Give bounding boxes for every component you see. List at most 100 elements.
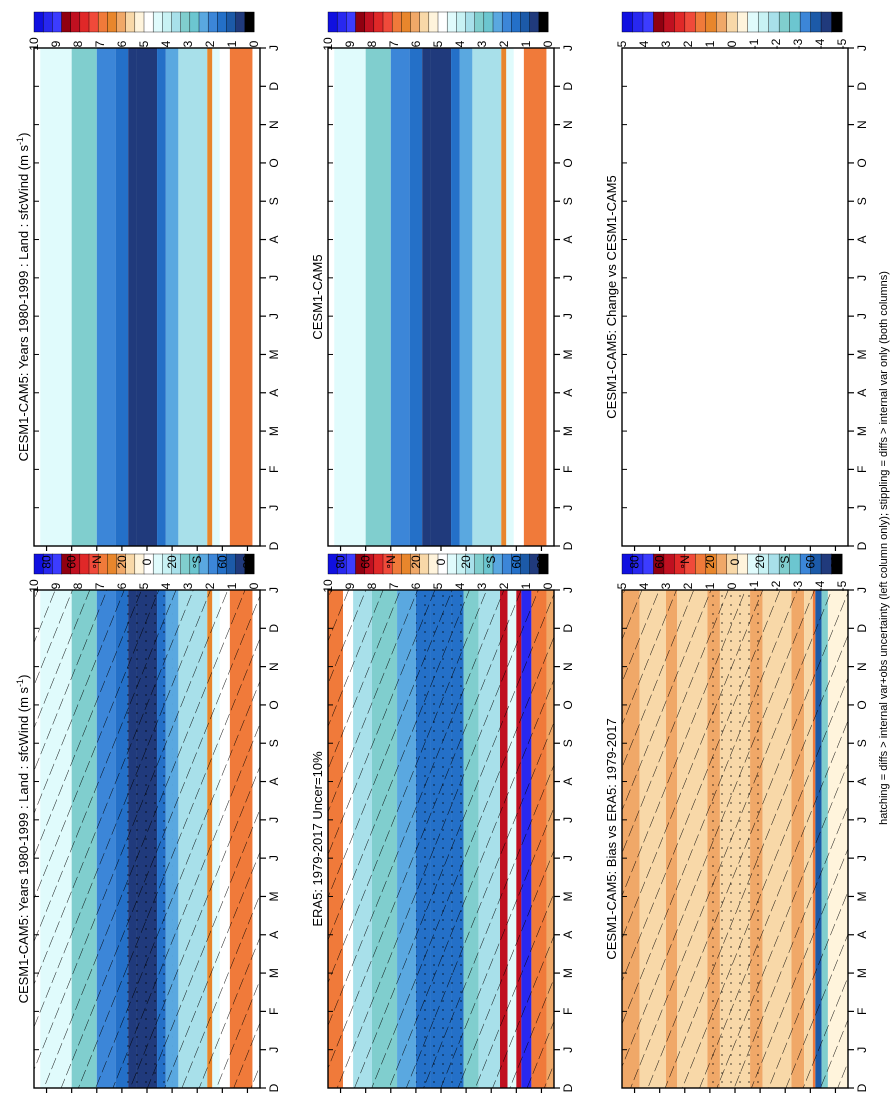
panel-title-end: ) [16,133,31,137]
colorbar-swatch [789,11,801,33]
colorbar-tick-label: 5 [431,582,445,589]
colorbar-tick-label: 9 [343,582,357,589]
colorbar-swatch [355,11,366,33]
colorbar-swatch [70,11,81,33]
colorbar-tick-label: 5 [615,40,629,47]
colorbar-swatch [364,11,375,33]
colorbar-swatch [831,11,843,33]
lat-tick-label: °N [384,555,398,568]
colorbar-tick-label: 3 [659,582,673,589]
colorbar-tick-label: 4 [453,582,467,589]
heat-band-2 [365,48,391,546]
lat-tick-label: 20 [753,555,767,569]
time-tick-label: J [855,505,869,511]
time-tick-label: M [855,426,869,436]
time-tick-label: N [855,120,869,129]
colorbar-tick-label: -4 [813,38,827,49]
colorbar-swatch [529,11,540,33]
colorbar-swatch [501,11,512,33]
colorbar-swatch [410,11,421,33]
colorbar-swatch [705,11,717,33]
colorbar-swatch [538,553,549,575]
panel-title-text: ERA5: 1979-2017 Uncer=10% [310,751,325,927]
panel-title: ERA5: 1979-2017 Uncer=10% [310,751,325,927]
heat-band-4 [409,48,423,546]
heat-band-14 [252,48,260,546]
colorbar-swatch [757,11,770,33]
colorbar-tick-label: -1 [747,580,761,591]
colorbar-swatch [207,11,218,33]
time-tick-label: J [855,817,869,823]
heat-band-13 [523,48,547,546]
lat-tick-label: 60 [509,555,523,569]
panel-title: CESM1-CAM5: Years 1980-1999 : Land : sfc… [15,675,31,1004]
time-tick-label: J [561,855,575,861]
colorbar-swatch [134,11,145,33]
colorbar-tick-label: 9 [49,582,63,589]
time-tick-label: F [267,466,281,473]
time-tick-label: F [855,1008,869,1015]
time-tick-label: J [267,45,281,51]
time-tick-label: A [855,778,869,786]
colorbar-swatch [244,553,255,575]
time-tick-label: D [267,1083,281,1092]
time-tick-label: N [267,662,281,671]
heat-band-11 [212,48,220,546]
time-tick-label: D [561,82,575,91]
heat-band-2 [71,48,97,546]
colorbar-swatch [391,11,402,33]
colorbar-tick-label: 2 [203,582,217,589]
colorbar-tick-label: 5 [137,582,151,589]
colorbar-swatch [520,11,531,33]
time-tick-label: A [561,389,575,397]
colorbar-swatch [726,11,738,33]
time-tick-label: J [561,275,575,281]
time-tick-label: D [267,541,281,550]
colorbar-swatch [716,11,728,33]
colorbar-swatch [180,11,191,33]
colorbar-tick-label: 7 [387,40,401,47]
time-tick-label: M [855,968,869,978]
colorbar-tick-label: 2 [203,40,217,47]
time-tick-label: J [267,275,281,281]
colorbar-swatch [346,11,357,33]
lat-tick-label: °N [678,555,692,568]
colorbar-swatch [684,11,696,33]
time-tick-label: A [267,389,281,397]
colorbar-tick-label: -2 [769,38,783,49]
colorbar-tick-label: 3 [475,582,489,589]
colorbar-swatch [244,11,255,33]
colorbar-tick-label: -5 [835,580,849,591]
colorbar-tick-label: -2 [769,580,783,591]
colorbar-tick-label: 8 [71,40,85,47]
lat-tick-label: 60 [215,555,229,569]
lat-tick-label: 60 [803,555,817,569]
colorbar-tick-label: 0 [247,582,261,589]
colorbar-swatch [663,11,675,33]
time-tick-label: M [267,349,281,359]
time-tick-label: M [561,891,575,901]
lat-tick-label: 0 [434,558,448,565]
colorbar-tick-label: 0 [725,40,739,47]
panel-cesm-left: DJFMAMJJASONDJ8060°N20020°S6080CESM1-CAM… [15,553,281,1093]
colorbar-swatch [632,11,644,33]
lat-tick-label: 0 [728,558,742,565]
colorbar-swatch [437,11,448,33]
lat-tick-label: 0 [140,558,154,565]
panel-title-text: CESM1-CAM5: Change vs CESM1-CAM5 [604,175,619,418]
time-tick-label: D [855,82,869,91]
time-tick-label: S [855,739,869,747]
time-tick-label: J [267,1047,281,1053]
heat-band-10 [501,48,507,546]
colorbar-swatch [162,11,172,33]
time-tick-label: O [855,158,869,167]
colorbar-swatch [492,11,503,33]
colorbar-swatch [737,11,749,33]
time-tick-label: J [561,505,575,511]
time-tick-label: N [267,120,281,129]
time-tick-label: D [561,1083,575,1092]
colorbar-swatch [768,11,780,33]
colorbar-swatch [42,11,53,33]
panel-title: CESM1-CAM5: Bias vs ERA5: 1979-2017 [604,718,619,959]
lat-tick-label: 20 [703,555,717,569]
